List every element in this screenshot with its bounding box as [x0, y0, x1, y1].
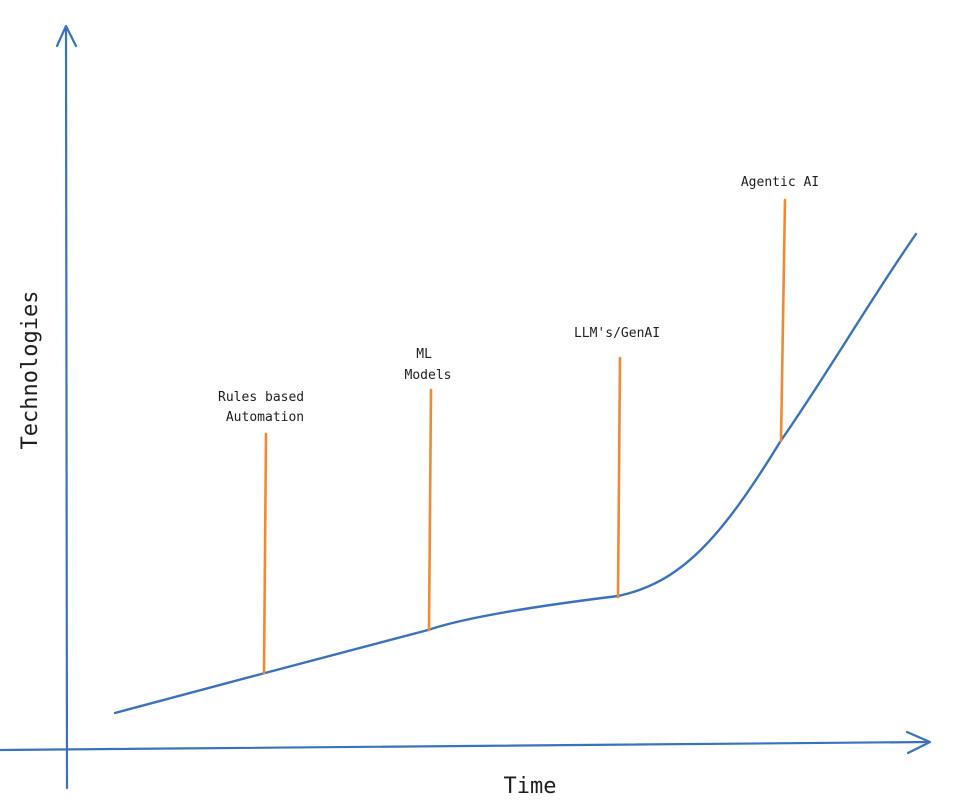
growth-curve: [113, 232, 918, 715]
milestone-label-line: Rules based: [218, 390, 304, 405]
x-axis-line: [0, 740, 931, 752]
milestone-label-line: LLM's/GenAI: [574, 326, 660, 341]
milestone-label: Rules based Automation: [218, 390, 312, 425]
milestone-agentic-ai: Agentic AI: [741, 175, 819, 443]
milestone-label: Agentic AI: [741, 175, 819, 190]
milestone-label: LLM's/GenAI: [574, 326, 660, 341]
x-axis: [0, 730, 932, 755]
y-axis: [55, 24, 78, 790]
milestone-rules-based-automation: Rules based Automation: [218, 390, 312, 675]
x-axis-arrowhead: [905, 730, 932, 755]
milestone-marker-line: [262, 432, 268, 675]
y-axis-title: Technologies: [18, 291, 43, 450]
milestone-ml-models: ML Models: [405, 347, 452, 632]
milestone-marker-line: [616, 356, 622, 599]
milestone-marker-line: [779, 198, 787, 443]
milestone-label-line: Agentic AI: [741, 175, 819, 190]
y-axis-arrowhead: [55, 24, 78, 48]
x-axis-title: Time: [504, 774, 557, 799]
milestone-label-line: Models: [405, 368, 452, 383]
y-axis-line: [64, 26, 69, 790]
milestone-marker-line: [427, 388, 433, 632]
milestone-llms-genai: LLM's/GenAI: [574, 326, 660, 599]
milestone-label-line: Automation: [226, 410, 304, 425]
milestone-label-line: ML: [416, 347, 432, 362]
milestone-label: ML Models: [405, 347, 452, 383]
